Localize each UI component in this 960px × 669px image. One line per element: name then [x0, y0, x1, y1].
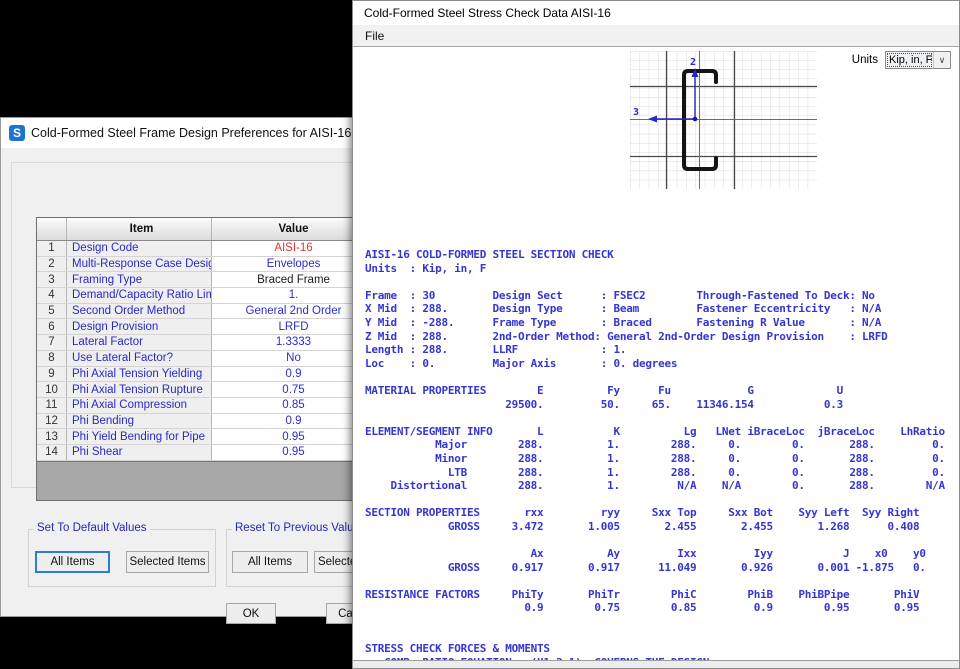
row-number: 2 — [37, 256, 67, 272]
table-row[interactable]: 3 Framing Type Braced Frame — [37, 272, 375, 289]
row-item-label: Phi Yield Bending for Pipe — [67, 429, 212, 444]
reset-to-previous-values-label: Reset To Previous Values — [232, 522, 369, 534]
set-to-default-values-label: Set To Default Values — [34, 522, 150, 534]
row-number: 7 — [37, 335, 67, 350]
row-value[interactable]: 0.85 — [212, 397, 375, 413]
table-row[interactable]: 13 Phi Yield Bending for Pipe 0.95 — [37, 429, 375, 445]
row-item-label: Demand/Capacity Ratio Limit — [67, 288, 212, 303]
preferences-dialog-title: Cold-Formed Steel Frame Design Preferenc… — [31, 126, 352, 140]
row-item-label: Lateral Factor — [67, 335, 212, 350]
header-item: Item — [67, 218, 212, 240]
row-value[interactable]: 0.75 — [212, 382, 375, 397]
sap2000-app-icon: S — [9, 125, 25, 141]
row-value[interactable]: 0.95 — [212, 429, 375, 444]
stress-window-content: Units Kip, in, F ∨ — [353, 47, 959, 661]
table-row[interactable]: 12 Phi Bending 0.9 — [37, 413, 375, 430]
table-row[interactable]: 6 Design Provision LRFD — [37, 319, 375, 336]
row-item-label: Phi Axial Tension Rupture — [67, 382, 212, 397]
c-channel-section — [682, 69, 718, 171]
row-item-label: Phi Shear — [67, 444, 212, 460]
table-row[interactable]: 14 Phi Shear 0.95 — [37, 444, 375, 461]
header-value: Value — [278, 223, 309, 235]
table-row[interactable]: 5 Second Order Method General 2nd Order — [37, 303, 375, 320]
axis-2-label: 2 — [690, 57, 696, 68]
row-item-label: Use Lateral Factor? — [67, 350, 212, 366]
table-row[interactable]: 9 Phi Axial Tension Yielding 0.9 — [37, 366, 375, 383]
row-number: 4 — [37, 288, 67, 303]
stress-check-window: Cold-Formed Steel Stress Check Data AISI… — [352, 0, 960, 669]
row-number: 5 — [37, 303, 67, 319]
table-row[interactable]: 7 Lateral Factor 1.3333 — [37, 335, 375, 351]
row-value[interactable]: No — [212, 350, 375, 366]
row-number: 3 — [37, 272, 67, 288]
table-empty-area — [37, 460, 375, 500]
row-value[interactable]: 0.9 — [212, 413, 375, 429]
set-default-all-items-button[interactable]: All Items — [35, 551, 110, 573]
stress-report-text: AISI-16 COLD-FORMED STEEL SECTION CHECK … — [365, 248, 945, 661]
row-number: 13 — [37, 429, 67, 444]
ok-button[interactable]: OK — [226, 603, 276, 624]
set-to-default-values-group: Set To Default Values All Items Selected… — [28, 522, 216, 587]
table-row[interactable]: 8 Use Lateral Factor? No — [37, 350, 375, 367]
units-combobox[interactable]: Kip, in, F ∨ — [885, 51, 951, 69]
row-value[interactable]: LRFD — [212, 319, 375, 335]
row-item-label: Phi Axial Tension Yielding — [67, 366, 212, 382]
chevron-down-icon[interactable]: ∨ — [933, 52, 950, 68]
table-row[interactable]: 2 Multi-Response Case Design Envelopes — [37, 256, 375, 273]
row-number: 11 — [37, 397, 67, 413]
row-value[interactable]: AISI-16 — [212, 241, 375, 256]
row-item-label: Framing Type — [67, 272, 212, 288]
row-number: 12 — [37, 413, 67, 429]
row-value[interactable]: 0.9 — [212, 366, 375, 382]
row-item-label: Phi Axial Compression — [67, 397, 212, 413]
units-row: Units Kip, in, F ∨ — [852, 51, 951, 69]
preferences-table: Item Value 1 Design Code AISI-16 2 Multi-Res… — [36, 217, 376, 501]
preferences-table-body: 1 Design Code AISI-16 2 Multi-Response Case … — [37, 241, 375, 461]
stress-window-bottom-strip — [353, 660, 959, 668]
row-number: 8 — [37, 350, 67, 366]
axis-3-label: 3 — [633, 107, 639, 118]
row-item-label: Multi-Response Case Design — [67, 256, 212, 272]
row-item-label: Second Order Method — [67, 303, 212, 319]
row-number: 6 — [37, 319, 67, 335]
row-value[interactable]: General 2nd Order — [212, 303, 375, 319]
local-axes — [648, 68, 699, 123]
row-number: 14 — [37, 444, 67, 460]
stress-window-title: Cold-Formed Steel Stress Check Data AISI… — [364, 6, 611, 20]
menu-file[interactable]: File — [365, 28, 385, 43]
table-row[interactable]: 4 Demand/Capacity Ratio Limit 1. — [37, 288, 375, 304]
row-item-label: Phi Bending — [67, 413, 212, 429]
row-number: 1 — [37, 241, 67, 256]
row-value[interactable]: 0.95 — [212, 444, 375, 460]
units-selected-value: Kip, in, F — [886, 52, 933, 68]
preferences-table-header: Item Value — [37, 218, 375, 241]
table-row[interactable]: 11 Phi Axial Compression 0.85 — [37, 397, 375, 414]
row-value[interactable]: Envelopes — [212, 256, 375, 272]
table-row[interactable]: 1 Design Code AISI-16 — [37, 241, 375, 257]
reset-previous-all-items-button[interactable]: All Items — [232, 551, 308, 573]
row-number: 10 — [37, 382, 67, 397]
table-row[interactable]: 10 Phi Axial Tension Rupture 0.75 — [37, 382, 375, 398]
row-number: 9 — [37, 366, 67, 382]
stress-window-titlebar[interactable]: Cold-Formed Steel Stress Check Data AISI… — [353, 1, 959, 25]
row-value[interactable]: 1. — [212, 288, 375, 303]
units-label: Units — [851, 54, 878, 66]
row-item-label: Design Code — [67, 241, 212, 256]
row-value[interactable]: 1.3333 — [212, 335, 375, 350]
section-graphic: 2 3 — [630, 51, 817, 189]
row-item-label: Design Provision — [67, 319, 212, 335]
preferences-titlebar[interactable]: S Cold-Formed Steel Frame Design Prefere… — [1, 118, 419, 149]
header-row-number — [37, 218, 67, 240]
set-default-selected-items-button[interactable]: Selected Items — [126, 551, 209, 573]
row-value[interactable]: Braced Frame — [212, 272, 375, 288]
stress-window-menubar: File — [353, 25, 959, 47]
